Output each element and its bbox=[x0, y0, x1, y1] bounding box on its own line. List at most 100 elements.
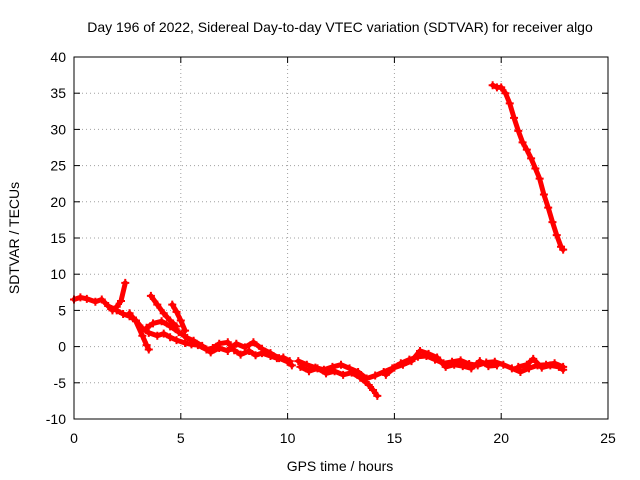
data-point bbox=[514, 126, 523, 135]
x-tick-label: 5 bbox=[177, 430, 185, 446]
data-point bbox=[76, 293, 85, 302]
data-point bbox=[371, 371, 380, 380]
series-line bbox=[169, 302, 188, 334]
data-point bbox=[373, 391, 382, 400]
data-point bbox=[407, 357, 416, 366]
data-point bbox=[116, 296, 125, 305]
data-point bbox=[492, 361, 501, 370]
data-point bbox=[322, 369, 331, 378]
y-tick-label: 0 bbox=[58, 339, 66, 355]
data-point bbox=[488, 81, 497, 90]
ticks: 0 5 10 15 20 25 -10 -5 0 5 10 15 20 25 30 35 40 bbox=[46, 49, 616, 446]
data-point bbox=[554, 362, 563, 371]
data-point bbox=[522, 145, 531, 154]
series-segment-1-branch-c bbox=[142, 317, 296, 370]
data-point bbox=[527, 154, 536, 163]
data-point bbox=[347, 368, 356, 377]
y-tick-label: 15 bbox=[50, 230, 66, 246]
data-point bbox=[240, 343, 249, 352]
data-point bbox=[313, 364, 322, 373]
data-point bbox=[249, 338, 258, 347]
data-point bbox=[138, 331, 147, 340]
data-point bbox=[441, 362, 450, 371]
data-point bbox=[501, 89, 510, 98]
data-series bbox=[70, 81, 568, 400]
data-point bbox=[144, 328, 153, 337]
data-point bbox=[104, 302, 113, 311]
data-point bbox=[174, 328, 183, 337]
data-point bbox=[131, 317, 140, 326]
data-point bbox=[157, 317, 166, 326]
data-point bbox=[82, 294, 91, 303]
data-point bbox=[168, 300, 177, 309]
data-point bbox=[559, 365, 568, 374]
data-point bbox=[475, 357, 484, 366]
data-point bbox=[467, 364, 476, 373]
data-point bbox=[251, 351, 260, 360]
data-point bbox=[507, 364, 516, 373]
series-segment-1-branch-e bbox=[168, 300, 190, 335]
data-point bbox=[364, 380, 373, 389]
y-tick-label: -5 bbox=[54, 375, 67, 391]
x-tick-label: 25 bbox=[600, 430, 616, 446]
data-point bbox=[198, 341, 207, 350]
data-point bbox=[537, 363, 546, 372]
data-point bbox=[121, 278, 130, 287]
series-segment-1-branch-d bbox=[146, 291, 181, 331]
data-point bbox=[433, 353, 442, 362]
data-point bbox=[416, 346, 425, 355]
data-point bbox=[125, 309, 134, 318]
data-point bbox=[424, 349, 433, 358]
data-point bbox=[223, 346, 232, 355]
series-segment-2-branch-b bbox=[381, 346, 501, 379]
data-point bbox=[257, 344, 266, 353]
data-point bbox=[518, 138, 527, 147]
y-tick-label: 25 bbox=[50, 158, 66, 174]
data-point bbox=[97, 295, 106, 304]
data-point bbox=[144, 345, 153, 354]
data-point bbox=[337, 360, 345, 369]
data-point bbox=[172, 322, 181, 331]
data-point bbox=[390, 363, 399, 372]
data-point bbox=[531, 164, 540, 173]
data-point bbox=[166, 316, 175, 325]
y-tick-label: 40 bbox=[50, 49, 66, 65]
data-point bbox=[159, 309, 168, 318]
x-tick-label: 10 bbox=[280, 430, 296, 446]
y-tick-label: 35 bbox=[50, 85, 66, 101]
data-point bbox=[398, 360, 407, 369]
data-point bbox=[172, 336, 181, 345]
y-tick-label: 20 bbox=[50, 194, 66, 210]
x-tick-label: 20 bbox=[493, 430, 509, 446]
data-point bbox=[546, 361, 555, 370]
data-point bbox=[539, 190, 548, 199]
data-point bbox=[548, 218, 557, 227]
data-point bbox=[142, 323, 151, 332]
data-point bbox=[339, 370, 348, 379]
data-point bbox=[183, 333, 192, 342]
y-tick-label: 30 bbox=[50, 121, 66, 137]
data-point bbox=[381, 370, 390, 379]
data-point bbox=[215, 344, 224, 353]
data-point bbox=[330, 367, 339, 376]
chart-title: Day 196 of 2022, Sidereal Day-to-day VTE… bbox=[87, 19, 593, 35]
series-line bbox=[109, 280, 128, 313]
data-point bbox=[505, 99, 514, 108]
data-point bbox=[236, 350, 245, 359]
data-point bbox=[458, 362, 467, 371]
data-point bbox=[189, 336, 198, 345]
y-tick-label: 10 bbox=[50, 266, 66, 282]
data-point bbox=[283, 357, 292, 366]
series-segment-3 bbox=[488, 81, 568, 254]
data-point bbox=[153, 331, 162, 340]
data-point bbox=[514, 362, 523, 371]
data-point bbox=[159, 329, 168, 338]
data-point bbox=[559, 245, 568, 254]
data-point bbox=[91, 297, 100, 306]
series-segment-1-branch-a bbox=[108, 278, 130, 315]
y-tick-label: -10 bbox=[46, 411, 66, 427]
data-point bbox=[484, 362, 493, 371]
data-point bbox=[149, 319, 158, 328]
data-point bbox=[223, 338, 232, 347]
